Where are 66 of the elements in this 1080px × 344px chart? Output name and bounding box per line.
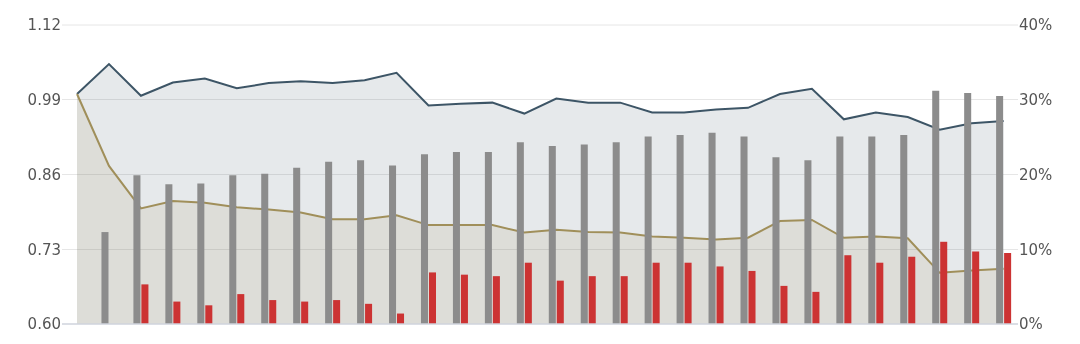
bar: [644, 136, 652, 324]
bar: [620, 276, 628, 324]
bar: [516, 142, 524, 324]
bar: [932, 90, 940, 324]
bar: [676, 134, 684, 324]
bar: [165, 184, 173, 324]
bar: [133, 175, 141, 324]
bar: [716, 266, 724, 324]
bar: [876, 262, 884, 324]
bar: [269, 300, 277, 324]
bar: [580, 144, 588, 324]
bar: [389, 165, 397, 324]
bar: [908, 256, 916, 324]
bar: [428, 272, 436, 324]
bar: [173, 301, 181, 324]
bar: [484, 152, 492, 324]
y2-tick-label: 40%: [1019, 16, 1053, 35]
y-tick-label: 0.60: [27, 315, 61, 334]
bar: [612, 142, 620, 324]
bar: [460, 274, 468, 324]
bar: [548, 146, 556, 324]
bar: [996, 96, 1004, 324]
bar: [205, 305, 213, 324]
y2-tick-label: 10%: [1019, 240, 1053, 259]
bar: [812, 291, 820, 324]
bar: [452, 152, 460, 324]
bar: [492, 276, 500, 324]
y-tick-label: 1.12: [27, 16, 61, 35]
bar: [141, 284, 149, 324]
bar: [261, 173, 269, 324]
bar: [900, 134, 908, 324]
bar: [588, 276, 596, 324]
bar: [420, 154, 429, 324]
bar: [708, 132, 716, 324]
bar: [365, 303, 373, 324]
bar: [740, 136, 748, 324]
y-tick-label: 0.86: [27, 165, 61, 184]
bar: [972, 251, 980, 324]
bar: [804, 160, 812, 324]
bar: [748, 270, 756, 324]
bar: [325, 161, 333, 324]
bar: [101, 232, 109, 324]
bar: [333, 300, 341, 324]
bar: [836, 136, 844, 324]
bar: [780, 285, 788, 324]
bar: [940, 241, 948, 324]
bar: [684, 262, 692, 324]
y2-tick-label: 20%: [1019, 165, 1053, 184]
bar: [1004, 252, 1012, 324]
bar: [237, 294, 245, 324]
bar: [844, 255, 852, 324]
y2-tick-label: 0%: [1019, 315, 1043, 334]
bar: [524, 262, 532, 324]
y2-tick-label: 30%: [1019, 91, 1053, 109]
bar: [357, 160, 365, 324]
bar: [197, 183, 205, 324]
bar: [293, 167, 301, 324]
bar: [652, 262, 660, 324]
bar: [868, 136, 876, 324]
bar: [229, 175, 237, 324]
y-tick-label: 0.99: [27, 91, 61, 109]
bar: [772, 157, 780, 324]
bar: [301, 301, 309, 324]
y-tick-label: 0.73: [27, 240, 61, 259]
bar: [556, 280, 564, 324]
bar: [964, 93, 972, 324]
